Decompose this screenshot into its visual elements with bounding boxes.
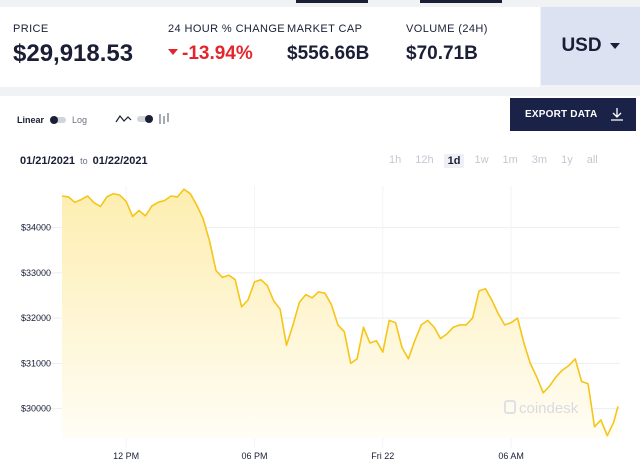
y-tick-label: $30000 [21, 404, 51, 414]
range-1h[interactable]: 1h [389, 154, 402, 166]
volume-value: $70.71B [406, 43, 478, 64]
change-value: -13.94% [168, 43, 285, 65]
range-3m[interactable]: 3m [531, 154, 548, 166]
range-1w[interactable]: 1w [474, 154, 489, 166]
download-icon [611, 108, 623, 121]
switch-knob [50, 116, 59, 124]
market-cap-stat: MARKET CAP $556.66B [287, 23, 369, 65]
range-1d[interactable]: 1d [443, 154, 465, 168]
watermark-text: coindesk [519, 400, 579, 417]
x-axis: 12 PM 06 PM Fri 22 06 AM [113, 451, 524, 461]
price-area [62, 189, 618, 438]
volume-label: VOLUME (24H) [406, 23, 488, 35]
volume-stat: VOLUME (24H) $70.71B [406, 23, 488, 65]
range-12h[interactable]: 12h [415, 154, 434, 166]
price-label: PRICE [13, 23, 49, 35]
caret-down-icon [609, 43, 620, 49]
chart-type-toggle[interactable] [115, 112, 175, 126]
price-value: $29,918.53 [13, 40, 134, 67]
date-from[interactable]: 01/21/2021 [20, 155, 76, 167]
scale-toggle[interactable]: Linear Log [17, 115, 87, 125]
date-range[interactable]: 01/21/2021 to 01/22/2021 [20, 155, 148, 167]
export-label: EXPORT DATA [525, 109, 598, 120]
x-tick-label: 06 PM [241, 451, 267, 461]
top-accent-bar [296, 0, 368, 3]
time-range-selector: 1h 12h 1d 1w 1m 3m 1y all [389, 154, 612, 168]
change-stat: 24 HOUR % CHANGE -13.94% [168, 23, 285, 65]
price-chart: $30000 $31000 $32000 $33000 $34000 12 PM 06 P… [20, 186, 620, 461]
date-to-word: to [80, 156, 88, 166]
stats-bar: PRICE $29,918.53 24 HOUR % CHANGE -13.94… [0, 7, 540, 87]
switch-knob [145, 115, 153, 123]
x-tick-label: 06 AM [498, 451, 524, 461]
change-value-text: -13.94% [182, 43, 253, 64]
range-all[interactable]: all [586, 154, 598, 166]
date-to[interactable]: 01/22/2021 [92, 155, 148, 167]
y-tick-label: $33000 [21, 268, 51, 278]
currency-label: USD [561, 35, 602, 56]
market-cap-label: MARKET CAP [287, 23, 363, 35]
range-1y[interactable]: 1y [561, 154, 573, 166]
export-data-button[interactable]: EXPORT DATA [510, 98, 636, 131]
candlestick-icon[interactable] [159, 113, 169, 124]
range-1m[interactable]: 1m [502, 154, 518, 166]
price-stat: PRICE $29,918.53 [13, 23, 133, 68]
top-accent-bar [420, 0, 502, 3]
caret-down-icon [168, 48, 178, 55]
line-chart-icon[interactable] [115, 114, 132, 123]
coindesk-logo: coindesk [504, 400, 579, 417]
y-tick-label: $32000 [21, 313, 51, 323]
x-tick-label: Fri 22 [371, 451, 394, 461]
market-cap-value: $556.66B [287, 43, 370, 64]
change-label: 24 HOUR % CHANGE [168, 23, 286, 35]
linear-label[interactable]: Linear [17, 115, 45, 125]
y-axis: $30000 $31000 $32000 $33000 $34000 [21, 223, 51, 414]
currency-dropdown[interactable]: USD [541, 7, 640, 85]
log-label[interactable]: Log [72, 115, 88, 125]
x-tick-label: 12 PM [113, 451, 139, 461]
y-tick-label: $31000 [21, 358, 51, 368]
y-tick-label: $34000 [21, 223, 51, 233]
price-line [61, 188, 619, 437]
scale-switch[interactable] [50, 116, 67, 124]
